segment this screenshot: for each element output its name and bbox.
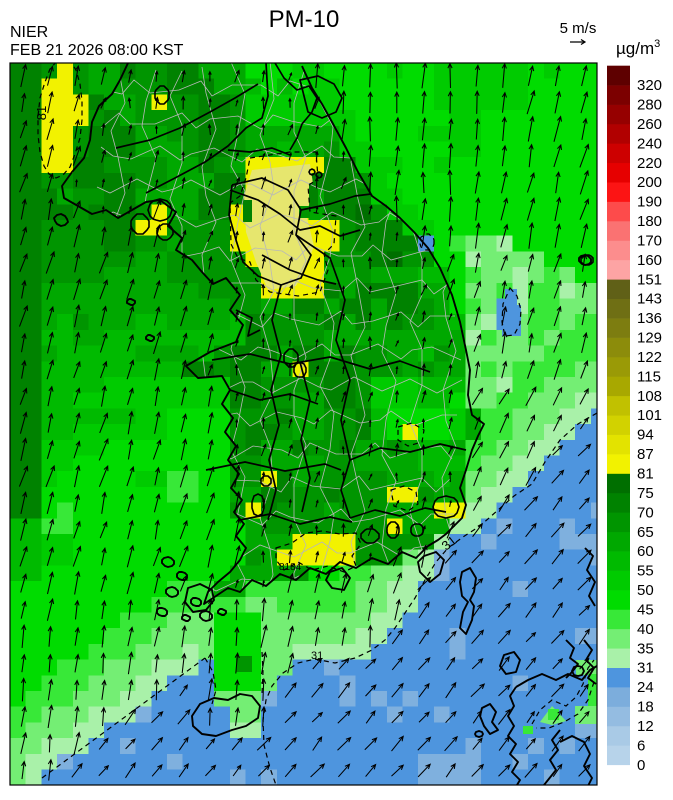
svg-text:280: 280 [637,97,662,114]
svg-text:81: 81 [637,466,654,483]
svg-text:µg/m3: µg/m3 [616,38,660,58]
svg-text:122: 122 [637,349,662,366]
svg-text:87: 87 [637,446,654,463]
svg-text:FEB 21 2026 08:00 KST: FEB 21 2026 08:00 KST [10,42,184,59]
svg-text:31: 31 [311,650,323,662]
svg-text:55: 55 [637,563,654,580]
svg-text:40: 40 [637,621,654,638]
svg-text:45: 45 [637,601,654,618]
svg-text:101: 101 [637,407,662,424]
svg-text:18: 18 [637,699,654,716]
svg-text:0: 0 [637,757,645,774]
svg-text:75: 75 [637,485,654,502]
svg-text:60: 60 [637,543,654,560]
svg-text:24: 24 [637,679,654,696]
svg-text:50: 50 [637,582,654,599]
svg-text:200: 200 [637,174,662,191]
svg-text:240: 240 [637,135,662,152]
svg-text:136: 136 [637,310,662,327]
svg-text:143: 143 [637,291,662,308]
svg-text:170: 170 [637,233,662,250]
svg-text:190: 190 [637,194,662,211]
svg-text:160: 160 [637,252,662,269]
svg-text:220: 220 [637,155,662,172]
svg-text:70: 70 [637,504,654,521]
svg-text:PM-10: PM-10 [269,6,340,33]
svg-text:320: 320 [637,77,662,94]
svg-text:81: 81 [34,106,49,120]
svg-text:NIER: NIER [10,24,48,41]
svg-text:129: 129 [637,330,662,347]
svg-text:35: 35 [637,640,654,657]
svg-text:6: 6 [637,737,645,754]
svg-text:115: 115 [637,368,661,385]
svg-text:180: 180 [637,213,662,230]
svg-text:260: 260 [637,116,662,133]
svg-text:5 m/s: 5 m/s [560,20,597,37]
svg-text:8184: 8184 [279,562,302,573]
svg-text:31: 31 [637,660,654,677]
svg-text:151: 151 [637,271,662,288]
svg-text:108: 108 [637,388,662,405]
svg-text:94: 94 [637,427,654,444]
svg-text:65: 65 [637,524,654,541]
svg-text:12: 12 [637,718,654,735]
